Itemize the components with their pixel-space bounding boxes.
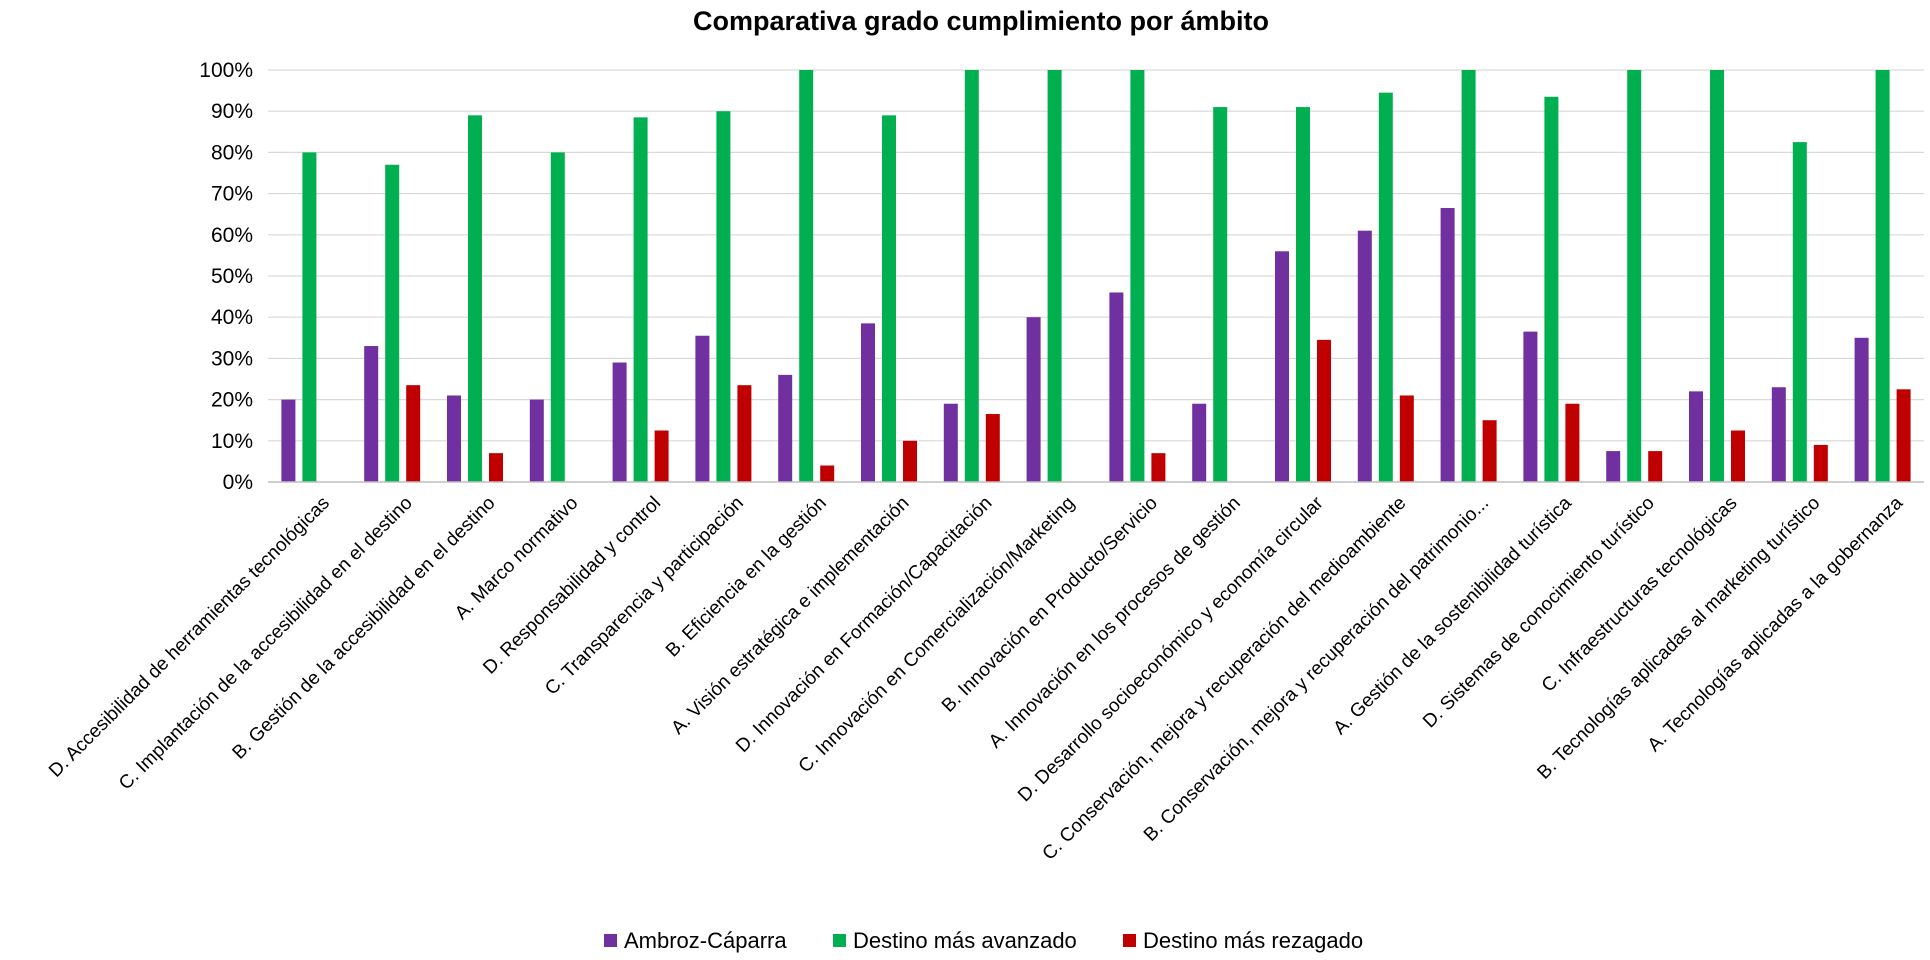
bar-1	[861, 323, 875, 482]
bar-2	[468, 115, 482, 482]
bar-1	[943, 403, 958, 482]
bar-2	[716, 111, 731, 482]
bar-3	[1151, 453, 1166, 482]
bar-1	[1109, 292, 1124, 482]
bar-2	[385, 164, 400, 482]
bar-1	[447, 395, 461, 482]
bar-1	[1440, 208, 1455, 482]
legend-label: Destino más rezagado	[1143, 928, 1363, 953]
bar-1	[529, 399, 544, 482]
bar-2	[964, 70, 979, 482]
bar-2	[1130, 70, 1145, 482]
x-tick-label: D. Responsabilidad y control	[479, 493, 665, 679]
y-tick-label: 90%	[211, 100, 253, 123]
bar-3	[1482, 420, 1497, 482]
x-axis-category-labels: D. Accesibilidad de herramientas tecnoló…	[45, 492, 1907, 864]
legend: Ambroz-Cáparra Destino más avanzado Destin…	[604, 928, 1363, 953]
x-tick-label: B. Tecnologías aplicadas al marketing tu…	[1533, 493, 1824, 784]
bar-1	[1606, 451, 1621, 482]
y-tick-label: 40%	[211, 306, 253, 329]
bar-2	[550, 152, 565, 482]
bar-2	[1047, 70, 1062, 482]
y-tick-label: 60%	[211, 224, 253, 247]
bar-3	[1896, 389, 1911, 482]
y-tick-label: 50%	[211, 265, 253, 288]
legend-label: Ambroz-Cáparra	[624, 928, 787, 953]
bar-1	[1192, 403, 1207, 482]
bar-2	[1627, 70, 1642, 482]
bar-2	[1544, 96, 1559, 482]
bar-2	[1461, 70, 1476, 482]
y-tick-label: 10%	[211, 430, 253, 453]
legend-swatch	[604, 934, 617, 947]
bar-1	[1026, 317, 1041, 482]
bar-1	[364, 346, 379, 482]
bar-3	[489, 453, 503, 482]
chart-title: Comparativa grado cumplimiento por ámbit…	[693, 6, 1269, 36]
y-tick-label: 30%	[211, 347, 253, 370]
gridlines	[268, 69, 1924, 442]
legend-swatch	[1123, 934, 1136, 947]
legend-swatch	[833, 934, 846, 947]
bar-3	[654, 430, 669, 482]
bar-3	[1565, 403, 1580, 482]
bar-1	[1854, 337, 1869, 482]
bar-1	[1523, 331, 1538, 482]
bar-2	[799, 70, 814, 482]
bar-1	[612, 362, 627, 482]
x-tick-label: C. Innovación en Comercialización/Market…	[795, 493, 1079, 777]
legend-label: Destino más avanzado	[853, 928, 1077, 953]
bar-1	[281, 399, 296, 482]
bar-3	[737, 385, 752, 482]
bar-2	[302, 152, 317, 482]
bar-3	[1648, 451, 1663, 482]
y-tick-label: 70%	[211, 183, 253, 206]
bar-3	[1813, 444, 1828, 482]
bar-1	[1357, 230, 1372, 482]
bar-1	[1275, 251, 1289, 482]
y-tick-label: 100%	[199, 59, 253, 82]
bar-3	[985, 414, 1000, 482]
x-tick-label: B. Eficiencia en la gestión	[662, 493, 831, 662]
bar-2	[1792, 142, 1807, 482]
bar-3	[1317, 339, 1331, 482]
bar-2	[1213, 107, 1228, 482]
y-tick-label: 80%	[211, 141, 253, 164]
x-tick-label: C. Implantación de la accesibilidad en e…	[115, 493, 417, 795]
bar-1	[778, 374, 793, 482]
bar-2	[1875, 70, 1890, 482]
y-tick-label: 0%	[223, 471, 253, 494]
bar-1	[695, 335, 710, 482]
bar-2	[1378, 92, 1393, 482]
bar-3	[903, 440, 917, 482]
bar-1	[1771, 387, 1786, 482]
bar-2	[633, 117, 648, 482]
x-tick-label: D. Desarrollo socioeconómico y economía …	[1014, 492, 1328, 806]
y-axis-ticks: 0% 10% 20% 30% 40% 50% 60% 70% 80% 90% 100%	[199, 59, 253, 494]
bar-1	[1689, 391, 1703, 482]
x-tick-label: D. Accesibilidad de herramientas tecnoló…	[45, 493, 334, 782]
bar-3	[406, 385, 421, 482]
bar-3	[1399, 395, 1414, 482]
bar-3	[820, 465, 835, 482]
bar-2	[882, 115, 896, 482]
y-tick-label: 20%	[211, 389, 253, 412]
bar-2	[1296, 107, 1310, 482]
bar-3	[1731, 430, 1745, 482]
bar-2	[1710, 70, 1724, 482]
bars	[281, 70, 1911, 482]
